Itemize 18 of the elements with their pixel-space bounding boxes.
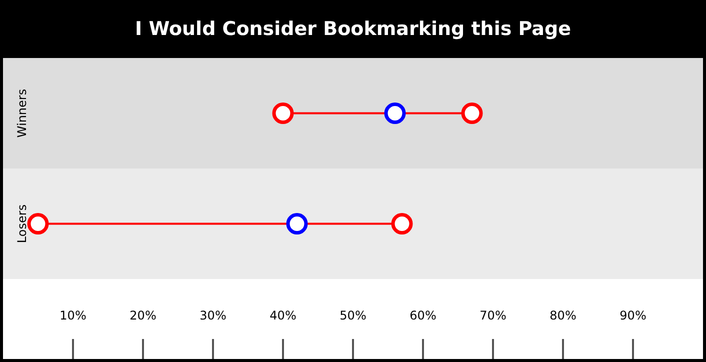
y-tick-label: Winners	[15, 88, 30, 138]
x-tick-label: 60%	[410, 308, 436, 322]
x-tick-label: 10%	[60, 308, 86, 322]
x-tick-label: 30%	[200, 308, 226, 322]
point	[461, 102, 483, 124]
x-tick-label: 20%	[130, 308, 156, 322]
point	[391, 213, 413, 234]
x-tick-label: 90%	[620, 308, 646, 322]
point	[27, 213, 49, 234]
point	[384, 102, 406, 124]
x-tick-label: 50%	[340, 308, 366, 322]
chart-title: I Would Consider Bookmarking this Page	[134, 17, 572, 42]
x-tick-label: 40%	[270, 308, 296, 322]
x-tick-label: 80%	[550, 308, 576, 322]
y-tick-label: Losers	[15, 204, 30, 244]
point	[286, 213, 308, 234]
x-tick-label: 70%	[480, 308, 506, 322]
point	[272, 102, 294, 124]
